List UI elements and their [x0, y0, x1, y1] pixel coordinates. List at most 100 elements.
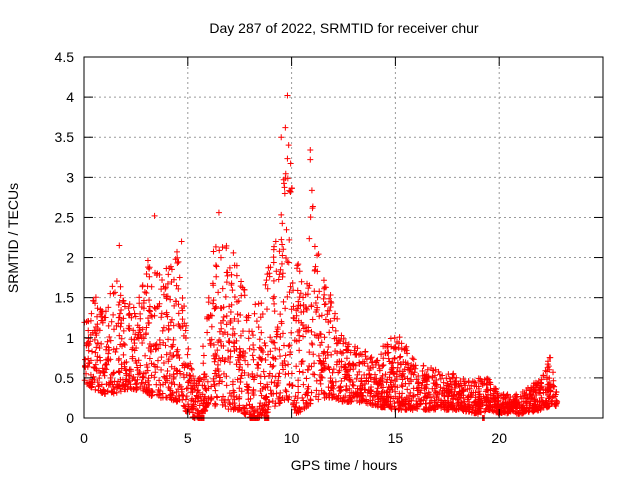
data-point [551, 383, 558, 390]
data-point [425, 389, 432, 396]
data-point [280, 246, 287, 253]
data-point [195, 377, 202, 384]
data-point [327, 298, 334, 305]
data-point [254, 372, 261, 379]
data-point [378, 351, 385, 358]
data-point [82, 363, 89, 370]
data-point [471, 379, 478, 386]
data-point [280, 342, 287, 349]
data-point [490, 390, 497, 397]
data-point [245, 335, 252, 342]
data-point [359, 382, 366, 389]
data-point [413, 401, 420, 408]
data-point [342, 366, 349, 373]
data-point [162, 285, 169, 292]
data-point [175, 310, 182, 317]
data-point [85, 327, 92, 334]
data-point [457, 378, 464, 385]
data-point [181, 320, 188, 327]
data-point [130, 304, 137, 311]
data-point [160, 359, 167, 366]
data-point [382, 404, 389, 411]
data-point [383, 379, 390, 386]
data-point [171, 381, 178, 388]
data-point [220, 370, 227, 377]
data-point [295, 298, 302, 305]
data-point [136, 324, 143, 331]
data-point [258, 392, 265, 399]
y-tick-label: 3.5 [55, 129, 75, 145]
data-point [222, 293, 229, 300]
data-point [225, 347, 232, 354]
data-point [475, 383, 482, 390]
data-point [515, 400, 522, 407]
data-point [278, 260, 285, 267]
data-point [254, 406, 261, 413]
data-point [305, 285, 312, 292]
data-point [267, 264, 274, 271]
data-point [270, 254, 277, 261]
data-point [534, 403, 541, 410]
data-point [134, 334, 141, 341]
data-point [132, 377, 139, 384]
data-point [157, 388, 164, 395]
data-point [123, 367, 130, 374]
data-point [136, 294, 143, 301]
data-point [185, 345, 192, 352]
data-point [310, 351, 317, 358]
data-point [148, 388, 155, 395]
data-point [312, 393, 319, 400]
data-point [392, 388, 399, 395]
data-point [503, 392, 510, 399]
data-point [262, 281, 269, 288]
data-point [318, 367, 325, 374]
data-point [298, 319, 305, 326]
data-point [243, 381, 250, 388]
data-point [277, 311, 284, 318]
data-point [384, 376, 391, 383]
data-point [386, 358, 393, 365]
data-point [313, 332, 320, 339]
data-point [402, 406, 409, 413]
data-point [412, 365, 419, 372]
data-point [146, 273, 153, 280]
data-point [130, 385, 137, 392]
data-point [117, 376, 124, 383]
data-point [271, 308, 278, 315]
data-point [260, 368, 267, 375]
data-point [97, 387, 104, 394]
data-point [346, 392, 353, 399]
data-point [398, 382, 405, 389]
data-point [533, 382, 540, 389]
data-point [227, 348, 234, 355]
data-point [213, 373, 220, 380]
data-point [250, 356, 257, 363]
data-point [226, 339, 233, 346]
data-point [328, 299, 335, 306]
data-point [313, 377, 320, 384]
data-point [553, 389, 560, 396]
data-point [94, 305, 101, 312]
data-point [487, 386, 494, 393]
data-point [152, 369, 159, 376]
data-point [105, 350, 112, 357]
data-point [465, 379, 472, 386]
data-point [246, 345, 253, 352]
data-point [244, 386, 251, 393]
data-point [449, 406, 456, 413]
data-point [399, 390, 406, 397]
data-point [343, 355, 350, 362]
data-point [93, 330, 100, 337]
data-point [173, 367, 180, 374]
data-point [354, 345, 361, 352]
data-point [229, 378, 236, 385]
data-point [258, 300, 265, 307]
data-point [105, 322, 112, 329]
data-point [221, 358, 228, 365]
data-point [243, 402, 250, 409]
data-point [284, 92, 291, 99]
data-point [505, 408, 512, 415]
data-point [237, 311, 244, 318]
data-point [334, 359, 341, 366]
data-point [255, 324, 262, 331]
